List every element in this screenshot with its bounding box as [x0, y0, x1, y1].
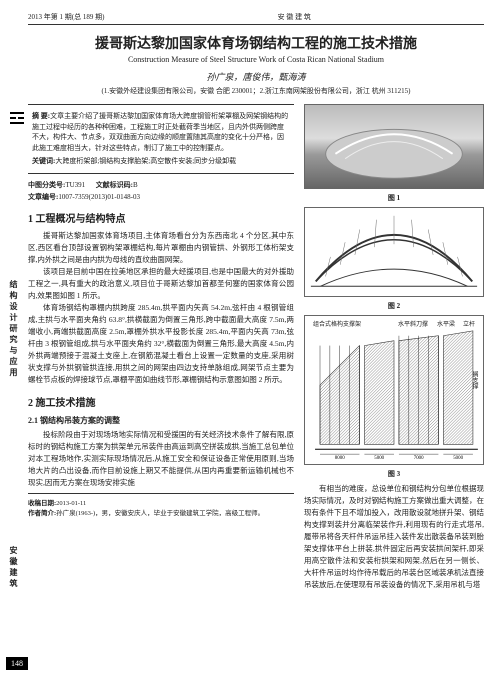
abstract-text: 文章主要介绍了援哥斯达黎加国家体育场大跨度钢管桁架罩棚及网架钢结构的施工过程中经… [32, 112, 288, 152]
title-chinese: 援哥斯达黎加国家体育场钢结构工程的施工技术措施 [28, 33, 484, 53]
doccode-label: 文献标识码: [96, 181, 133, 189]
svg-text:5000: 5000 [374, 456, 384, 461]
fig3-label3: 水平梁 [437, 319, 455, 328]
svg-text:7000: 7000 [414, 456, 424, 461]
clc-label: 中图分类号: [28, 181, 65, 189]
title-english: Construction Measure of Steel Structure … [28, 55, 484, 64]
side-label-bottom: 安徽建筑 [8, 546, 19, 590]
figure-2 [304, 207, 484, 297]
fig2-caption: 图 2 [304, 301, 484, 311]
section2-right-p1: 有相当的难度，总设单位和钢结构分包单位根据现场实际情况，及时对钢结构施工方案做出… [304, 483, 484, 591]
page-number: 148 [6, 657, 28, 670]
authors: 孙广泉，唐俊伟，甄海涛 [28, 70, 484, 83]
abstract-label: 摘 要: [32, 112, 50, 120]
clc-value: TU391 [65, 181, 85, 189]
fig3-caption: 图 3 [304, 469, 484, 479]
section1-p3: 体育场钢结构罩棚内拱跨度 285.4m,拱平面内矢高 54.2m,弦杆由 4 根… [28, 302, 294, 386]
authorbio-text: 孙广泉(1963-)，男，安徽安庆人，毕业于安徽建筑工学院，高级工程师。 [56, 510, 264, 517]
trigram-icon [10, 111, 24, 125]
affiliation: (1.安徽外经建设集团有限公司，安徽 合肥 230001；2.浙江东南网架股份有… [28, 86, 484, 96]
section2-sub1-title: 2.1 钢结构吊装方案的调整 [28, 415, 294, 426]
received-label: 收稿日期: [28, 500, 56, 507]
fig1-caption: 图 1 [304, 193, 484, 203]
fig3-label5: 搁支撑 [470, 371, 479, 389]
svg-text:8000: 8000 [335, 456, 345, 461]
section2-title: 2 施工技术措施 [28, 394, 294, 409]
figure-1 [304, 104, 484, 189]
authorbio-label: 作者简介: [28, 510, 56, 517]
section1-title: 1 工程概况与结构特点 [28, 210, 294, 225]
footer-info: 收稿日期:2013-01-11 作者简介:孙广泉(1963-)，男，安徽安庆人，… [28, 493, 294, 517]
fig3-label4: 立杆 [463, 319, 475, 328]
articleid-label: 文章编号: [28, 193, 58, 201]
abstract-box: 摘 要:文章主要介绍了援哥斯达黎加国家体育场大跨度钢管桁架罩棚及网架钢结构的施工… [28, 104, 294, 174]
section1-p2: 该项目是目前中国在拉美地区承担的最大经援项目,也是中国最大的对外援助工程之一,具… [28, 266, 294, 302]
header-issue: 2013 年第 1 期(总 189 期) [28, 12, 104, 22]
section2-sub1-p1: 投标阶段由于对现场场地实际情况和受援国的有关经济技术条件了解有限,原标时的钢结构… [28, 429, 294, 489]
fig3-label1: 组合式格构支撑架 [313, 319, 361, 328]
doccode-value: B [133, 181, 138, 189]
side-label-left: 结构设计研究与应用 [8, 280, 19, 379]
figure-3: 组合式格构支撑架 水平斜刀撑 水平梁 立杆 搁支撑 [304, 315, 484, 465]
header-journal: 安 徽 建 筑 [278, 12, 311, 22]
articleid-value: 1007-7359(2013)01-0148-03 [58, 193, 140, 201]
svg-text:5000: 5000 [453, 456, 463, 461]
fig3-label2: 水平斜刀撑 [398, 319, 428, 328]
section1-p1: 援哥斯达黎加国家体育场项目,主体育场看台分为东西南北 4 个分区,其中东区,西区… [28, 230, 294, 266]
received-date: 2013-01-11 [56, 500, 86, 507]
keywords-text: 大跨度桁架部;钢结构支撑胎架;高空散件安装;同步分级卸载 [55, 157, 236, 165]
keywords-label: 关键词: [32, 157, 55, 165]
